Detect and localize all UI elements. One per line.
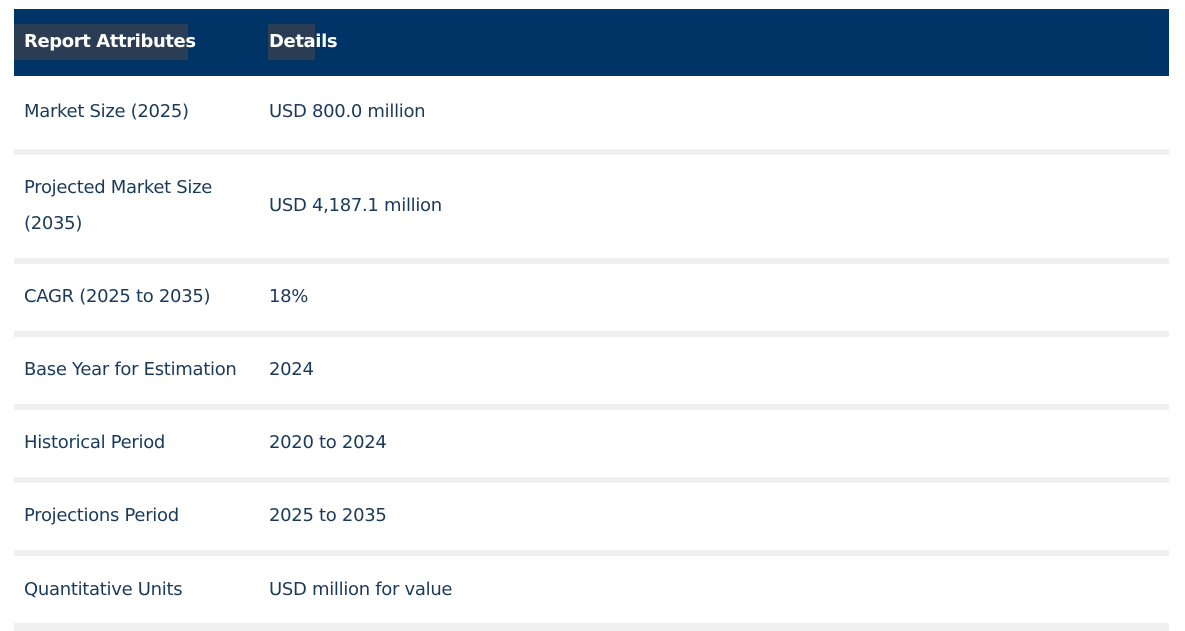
details-cell: 2020 to 2024	[269, 432, 387, 453]
header-report-attributes: Report Attributes	[14, 24, 196, 60]
details-cell: USD million for value	[269, 579, 453, 600]
details-cell: 18%	[269, 286, 309, 307]
table-row: Projected Market Size (2035) USD 4,187.1…	[14, 155, 1169, 258]
table-row: CAGR (2025 to 2035) 18%	[14, 264, 1169, 331]
report-attributes-table: Report Attributes Details Market Size (2…	[14, 9, 1169, 631]
attribute-cell: Projections Period	[24, 505, 179, 526]
attribute-cell: Quantitative Units	[24, 579, 183, 600]
table-row: Base Year for Estimation 2024	[14, 337, 1169, 404]
details-cell: 2024	[269, 359, 314, 380]
table-header-row: Report Attributes Details	[14, 9, 1169, 76]
attribute-cell: CAGR (2025 to 2035)	[24, 286, 211, 307]
table-row: Projections Period 2025 to 2035	[14, 483, 1169, 550]
details-cell: USD 4,187.1 million	[269, 195, 442, 216]
attribute-cell: Market Size (2025)	[24, 101, 189, 122]
attribute-cell: Base Year for Estimation	[24, 359, 237, 380]
table-row: Quantitative Units USD million for value	[14, 556, 1169, 623]
table-row: Market Size (2025) USD 800.0 million	[14, 76, 1169, 149]
attribute-cell: Projected Market Size (2035)	[24, 177, 213, 234]
details-cell: 2025 to 2035	[269, 505, 387, 526]
details-cell: USD 800.0 million	[269, 101, 426, 122]
header-details: Details	[268, 24, 338, 60]
attribute-cell: Historical Period	[24, 432, 166, 453]
table-row: Historical Period 2020 to 2024	[14, 410, 1169, 477]
